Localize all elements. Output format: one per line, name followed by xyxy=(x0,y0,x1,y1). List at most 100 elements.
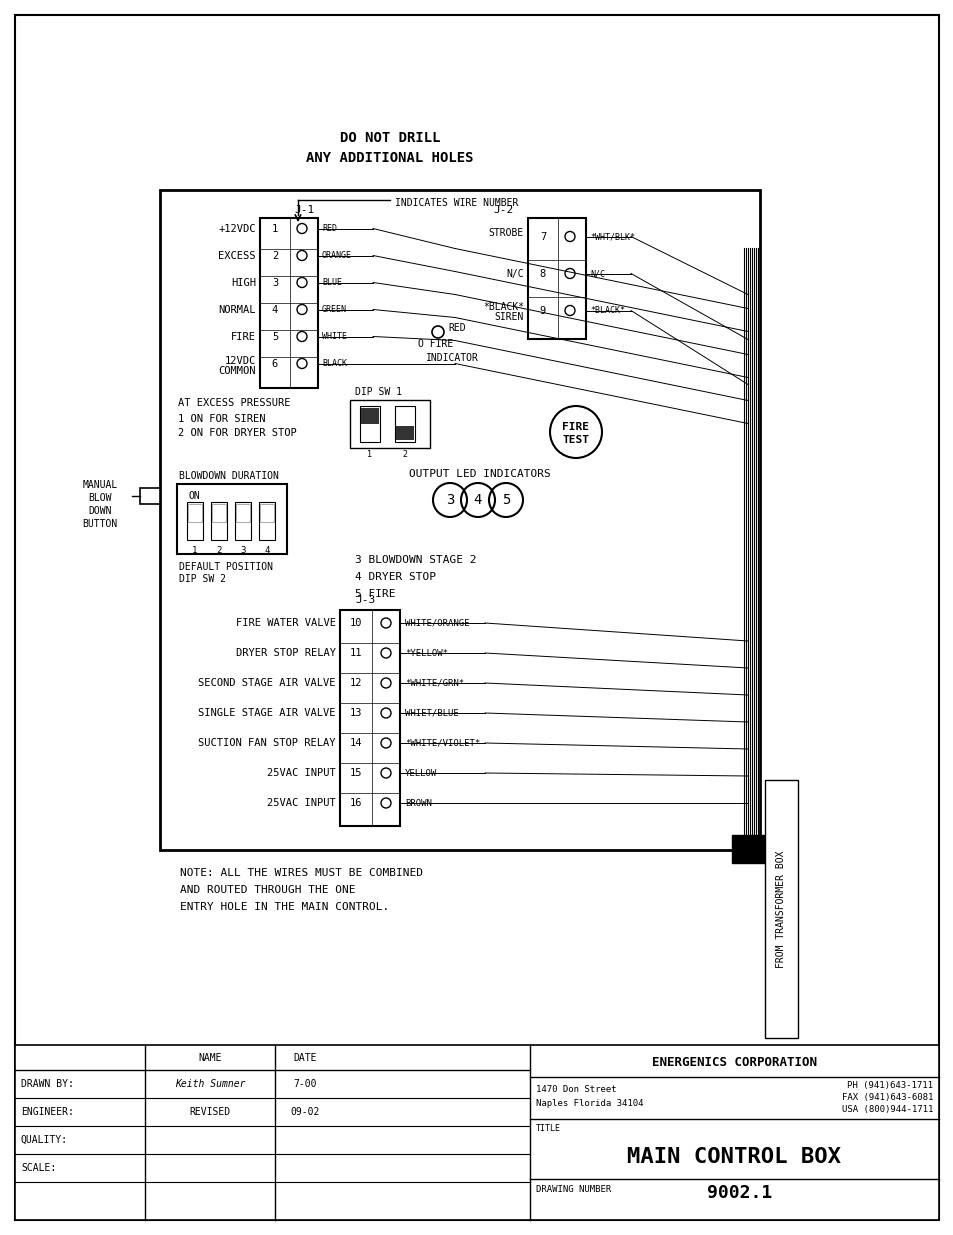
Text: EXCESS: EXCESS xyxy=(218,251,255,261)
Text: MANUAL: MANUAL xyxy=(82,480,117,490)
Bar xyxy=(160,190,760,850)
Text: 9002.1: 9002.1 xyxy=(706,1184,772,1202)
Text: 4: 4 xyxy=(272,305,278,315)
Text: 5: 5 xyxy=(272,331,278,342)
Text: DATE: DATE xyxy=(293,1053,316,1063)
Text: 3 BLOWDOWN STAGE 2: 3 BLOWDOWN STAGE 2 xyxy=(355,555,476,564)
Text: QUALITY:: QUALITY: xyxy=(21,1135,68,1145)
Text: *BLACK*: *BLACK* xyxy=(482,301,523,311)
Text: *YELLOW*: *YELLOW* xyxy=(405,648,448,657)
Text: 15: 15 xyxy=(350,768,362,778)
Text: 12VDC: 12VDC xyxy=(225,356,255,366)
Text: STROBE: STROBE xyxy=(488,227,523,237)
Text: *BLACK*: *BLACK* xyxy=(589,306,624,315)
Text: BLACK: BLACK xyxy=(322,359,347,368)
Bar xyxy=(527,219,585,338)
Text: GREEN: GREEN xyxy=(322,305,347,314)
Text: DRYER STOP RELAY: DRYER STOP RELAY xyxy=(235,648,335,658)
Text: WHIET/BLUE: WHIET/BLUE xyxy=(405,709,458,718)
Text: 3: 3 xyxy=(445,493,454,508)
Text: NAME: NAME xyxy=(198,1053,221,1063)
Text: BLOWDOWN DURATION: BLOWDOWN DURATION xyxy=(179,471,278,480)
Text: O FIRE: O FIRE xyxy=(417,338,453,350)
Text: 16: 16 xyxy=(350,798,362,808)
Text: AT EXCESS PRESSURE: AT EXCESS PRESSURE xyxy=(178,398,291,408)
Text: DO NOT DRILL: DO NOT DRILL xyxy=(339,131,439,144)
Text: WHITE: WHITE xyxy=(322,332,347,341)
Text: 12: 12 xyxy=(350,678,362,688)
Text: 1: 1 xyxy=(367,450,372,458)
Text: NORMAL: NORMAL xyxy=(218,305,255,315)
Text: BROWN: BROWN xyxy=(405,799,432,808)
Bar xyxy=(395,406,415,442)
Text: ORANGE: ORANGE xyxy=(322,251,352,261)
Text: TITLE: TITLE xyxy=(536,1124,560,1132)
Text: 10: 10 xyxy=(350,618,362,629)
Text: MAIN CONTROL BOX: MAIN CONTROL BOX xyxy=(627,1147,841,1167)
Text: DRAWING NUMBER: DRAWING NUMBER xyxy=(536,1186,611,1194)
Text: HIGH: HIGH xyxy=(231,278,255,288)
Text: *WHT/BLK*: *WHT/BLK* xyxy=(589,232,635,241)
Text: 1 ON FOR SIREN: 1 ON FOR SIREN xyxy=(178,414,265,424)
Bar xyxy=(140,488,160,504)
Text: ANY ADDITIONAL HOLES: ANY ADDITIONAL HOLES xyxy=(306,151,474,165)
Bar xyxy=(731,835,773,863)
Text: 3: 3 xyxy=(240,546,246,555)
Text: Keith Sumner: Keith Sumner xyxy=(174,1079,245,1089)
Text: 7: 7 xyxy=(539,231,545,242)
Text: 1: 1 xyxy=(193,546,197,555)
Text: YELLOW: YELLOW xyxy=(405,768,436,778)
Bar xyxy=(360,408,378,424)
Text: PH (941)643-1711: PH (941)643-1711 xyxy=(846,1081,932,1091)
Text: 3: 3 xyxy=(272,278,278,288)
Text: RED: RED xyxy=(448,324,465,333)
Bar xyxy=(177,484,287,555)
Text: 9: 9 xyxy=(539,305,545,315)
Text: 11: 11 xyxy=(350,648,362,658)
Bar xyxy=(260,219,317,388)
Text: 25VAC INPUT: 25VAC INPUT xyxy=(267,798,335,808)
Text: ENERGENICS CORPORATION: ENERGENICS CORPORATION xyxy=(651,1056,816,1068)
Bar xyxy=(187,501,203,540)
Text: DEFAULT POSITION: DEFAULT POSITION xyxy=(179,562,273,572)
Text: DIP SW 2: DIP SW 2 xyxy=(179,574,226,584)
Text: ON: ON xyxy=(189,492,200,501)
Text: 8: 8 xyxy=(539,268,545,279)
Text: +12VDC: +12VDC xyxy=(218,224,255,233)
Text: 4 DRYER STOP: 4 DRYER STOP xyxy=(355,572,436,582)
Text: TEST: TEST xyxy=(562,435,589,445)
Bar xyxy=(395,426,414,440)
Text: N/C: N/C xyxy=(506,268,523,279)
Text: FIRE: FIRE xyxy=(562,422,589,432)
Text: SINGLE STAGE AIR VALVE: SINGLE STAGE AIR VALVE xyxy=(198,708,335,718)
Text: BLUE: BLUE xyxy=(322,278,341,287)
Text: DOWN: DOWN xyxy=(89,506,112,516)
Text: 7-00: 7-00 xyxy=(293,1079,316,1089)
Text: OUTPUT LED INDICATORS: OUTPUT LED INDICATORS xyxy=(409,469,550,479)
Text: NOTE: ALL THE WIRES MUST BE COMBINED: NOTE: ALL THE WIRES MUST BE COMBINED xyxy=(180,868,422,878)
Text: 2 ON FOR DRYER STOP: 2 ON FOR DRYER STOP xyxy=(178,429,296,438)
Bar xyxy=(350,400,430,448)
Text: DIP SW 1: DIP SW 1 xyxy=(355,387,401,396)
Text: 09-02: 09-02 xyxy=(290,1107,319,1116)
Text: FIRE: FIRE xyxy=(231,331,255,342)
Bar xyxy=(212,504,226,522)
Text: J-3: J-3 xyxy=(355,595,375,605)
Text: 25VAC INPUT: 25VAC INPUT xyxy=(267,768,335,778)
Text: FAX (941)643-6081: FAX (941)643-6081 xyxy=(841,1093,932,1102)
Bar xyxy=(188,504,202,522)
Text: SUCTION FAN STOP RELAY: SUCTION FAN STOP RELAY xyxy=(198,739,335,748)
Text: AND ROUTED THROUGH THE ONE: AND ROUTED THROUGH THE ONE xyxy=(180,885,355,895)
Text: INDICATOR: INDICATOR xyxy=(426,353,478,363)
Text: INDICATES WIRE NUMBER: INDICATES WIRE NUMBER xyxy=(395,198,517,207)
Bar xyxy=(258,501,274,540)
Text: J-1: J-1 xyxy=(294,205,314,215)
Bar xyxy=(764,781,797,1037)
Bar xyxy=(339,610,399,826)
Text: ENGINEER:: ENGINEER: xyxy=(21,1107,73,1116)
Text: 14: 14 xyxy=(350,739,362,748)
Text: 5 FIRE: 5 FIRE xyxy=(355,589,395,599)
Text: RED: RED xyxy=(322,224,336,233)
Text: 5: 5 xyxy=(501,493,510,508)
Text: FROM TRANSFORMER BOX: FROM TRANSFORMER BOX xyxy=(776,850,785,968)
